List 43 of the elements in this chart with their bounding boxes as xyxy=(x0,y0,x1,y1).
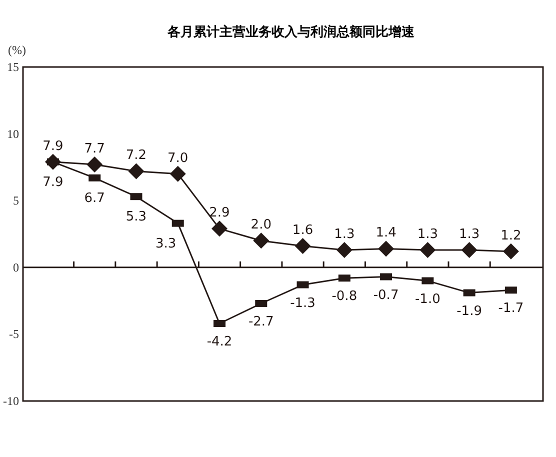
point xyxy=(420,242,436,258)
point xyxy=(86,156,103,173)
data-label: 3.3 xyxy=(156,236,176,252)
data-label: 1.3 xyxy=(417,227,438,242)
point xyxy=(253,232,270,249)
y-tick-label: 10 xyxy=(7,126,19,141)
data-label: 2.0 xyxy=(250,218,272,233)
y-tick-label: 15 xyxy=(7,60,19,74)
data-label: 5.3 xyxy=(126,210,147,225)
data-label: 1.6 xyxy=(292,223,314,238)
point xyxy=(502,243,519,260)
data-label: 7.9 xyxy=(42,138,64,154)
data-label: -0.8 xyxy=(332,289,358,304)
y-tick-label: -5 xyxy=(9,327,19,342)
data-label: 2.9 xyxy=(209,206,230,221)
title: 各月累计主营业务收入与利润总额同比增速 xyxy=(168,25,414,40)
data-label: -0.7 xyxy=(373,288,399,303)
data-label: 7.7 xyxy=(84,142,105,157)
data-label: 1.4 xyxy=(376,226,396,241)
point xyxy=(378,240,394,257)
point xyxy=(294,238,311,254)
data-label: -1.0 xyxy=(414,292,440,307)
y-tick-label: 0 xyxy=(13,260,19,274)
data-label: 1.3 xyxy=(334,227,355,242)
data-label: 7.0 xyxy=(168,150,188,166)
data-label: 1.3 xyxy=(458,227,480,242)
data-label: 7.2 xyxy=(126,148,147,164)
data-label: 6.7 xyxy=(84,190,105,206)
data-label: 1.2 xyxy=(500,228,522,244)
data-label: 7.9 xyxy=(42,174,64,190)
point xyxy=(461,242,478,258)
point xyxy=(212,220,228,237)
y-tick-label: -10 xyxy=(3,394,19,408)
y-tick-label: 5 xyxy=(13,194,19,208)
point xyxy=(128,163,144,180)
ylabel: (%) xyxy=(8,43,26,57)
point xyxy=(336,242,352,258)
data-label: -2.7 xyxy=(248,314,274,330)
data-label: -1.7 xyxy=(498,301,524,316)
data-label: -4.2 xyxy=(206,334,232,350)
point xyxy=(170,166,186,182)
data-label: -1.3 xyxy=(290,296,316,311)
data-label: -1.9 xyxy=(456,304,482,319)
